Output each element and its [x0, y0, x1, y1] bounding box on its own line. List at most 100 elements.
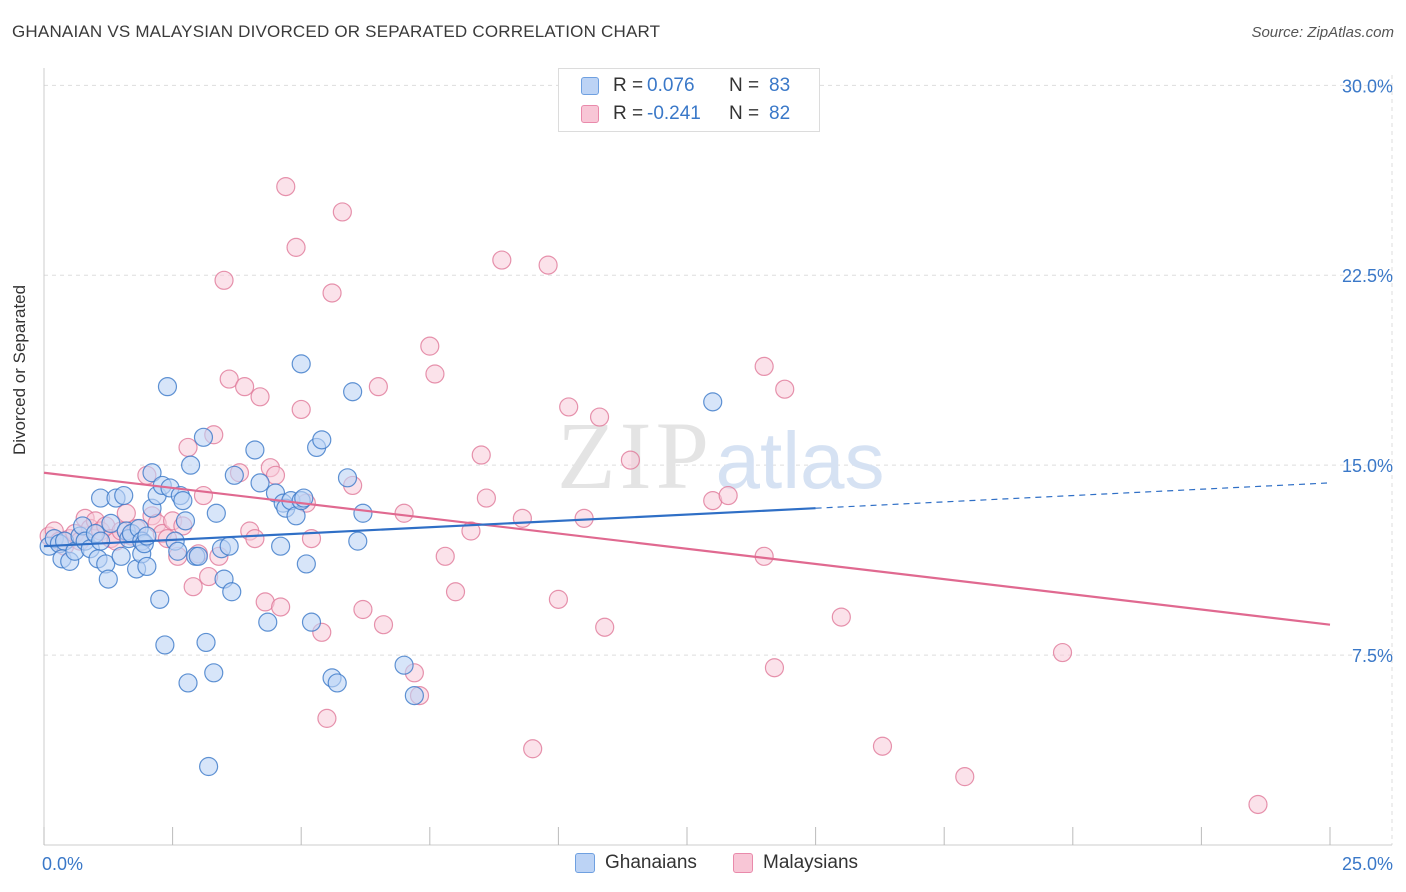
ghanaians-point — [404, 685, 424, 706]
ghanaians-point — [173, 491, 193, 511]
legend-n-label: N = — [729, 75, 760, 96]
malaysians-point — [492, 250, 512, 270]
malaysians-point — [620, 450, 641, 470]
legend: R = 0.076 N = 83 R = -0.241 N = 82 — [558, 68, 820, 132]
malaysians-point — [718, 485, 738, 506]
malaysians-point — [178, 437, 198, 458]
ghanaians-point — [193, 427, 214, 447]
ghanaians-point — [90, 531, 111, 551]
axes — [43, 68, 1392, 846]
ghanaians-point — [114, 485, 134, 506]
malaysians-point — [754, 356, 774, 377]
malaysians-point — [471, 445, 491, 465]
ghanaians-trend-extension — [815, 482, 1331, 509]
legend-swatch-ghanaians — [581, 77, 599, 95]
ghanaians-point — [353, 503, 373, 523]
malaysians-point — [193, 485, 214, 506]
ghanaians-point — [271, 536, 291, 556]
legend-row-ghanaians: R = 0.076 N = 83 — [581, 73, 790, 99]
bottom-legend-label-malaysians: Malaysians — [763, 852, 859, 873]
bottom-legend: Ghanaians Malaysians — [0, 852, 1406, 878]
malaysians-point — [425, 364, 445, 384]
malaysians-point — [219, 369, 239, 389]
ghanaians-point — [337, 468, 358, 488]
malaysians-point — [183, 577, 203, 597]
ghanaians-point — [188, 546, 208, 566]
legend-r-label: R = — [613, 75, 644, 96]
watermark-atlas: atlas — [716, 416, 885, 505]
legend-n-label: N = — [729, 103, 760, 124]
ghanaians-point — [291, 354, 311, 374]
malaysians-point — [445, 582, 466, 602]
malaysians-point — [1052, 642, 1073, 663]
ghanaians-point — [258, 612, 278, 632]
malaysians-point — [831, 607, 851, 627]
ghanaians-point — [98, 569, 118, 589]
malaysians-point — [317, 708, 337, 728]
malaysians-point — [512, 508, 532, 528]
legend-row-malaysians: R = -0.241 N = 82 — [581, 101, 790, 127]
malaysians-point — [286, 237, 306, 257]
malaysians-point — [214, 270, 234, 290]
malaysians-point — [775, 379, 795, 399]
bottom-legend-label-ghanaians: Ghanaians — [605, 852, 697, 873]
ghanaians-point — [168, 541, 188, 561]
y-tick-label: 30.0% — [1342, 76, 1393, 96]
malaysians-point — [235, 377, 255, 397]
x-tick-label: 0.0% — [42, 854, 83, 874]
legend-swatch-malaysians — [581, 105, 599, 123]
malaysians-point — [353, 599, 373, 620]
ghanaians-trend-line — [43, 507, 816, 548]
legend-n-value: 82 — [769, 103, 791, 124]
tick-labels: 7.5% 15.0% 22.5% 30.0% 0.0% 25.0% — [42, 76, 1393, 874]
malaysians-point — [332, 202, 352, 222]
chart-title: GHANAIAN VS MALAYSIAN DIVORCED OR SEPARA… — [12, 22, 661, 41]
legend-r-value: -0.241 — [647, 103, 701, 124]
ghanaians-point — [219, 536, 239, 556]
malaysians-point — [245, 528, 265, 549]
ghanaians-point — [101, 513, 121, 534]
bottom-legend-swatch-malaysians — [733, 853, 753, 873]
malaysians-point — [322, 283, 342, 303]
ghanaians-point — [250, 473, 270, 493]
ghanaians-point — [224, 465, 244, 485]
legend-r-label: R = — [613, 103, 644, 124]
malaysians-point — [955, 767, 975, 787]
ghanaians-point — [343, 382, 363, 402]
malaysians-point — [589, 407, 610, 427]
bottom-legend-swatch-ghanaians — [575, 853, 595, 873]
malaysians-point — [368, 377, 388, 397]
malaysians-point — [548, 589, 569, 609]
ghanaians-point — [199, 756, 219, 777]
malaysians-point — [872, 736, 893, 756]
trend-lines — [43, 471, 1331, 626]
malaysians-point — [559, 397, 579, 417]
malaysians-trend-line — [43, 471, 1331, 626]
ghanaians-point — [111, 546, 131, 566]
malaysians-point — [116, 503, 136, 523]
malaysians-point — [538, 255, 558, 275]
ghanaians-point — [137, 556, 157, 577]
malaysians-point — [435, 546, 455, 566]
ghanaians-point — [150, 589, 170, 609]
source-label: Source: ZipAtlas.com — [1251, 24, 1394, 41]
malaysians-point — [420, 336, 440, 356]
malaysians-point — [1248, 794, 1268, 815]
malaysians-point — [250, 387, 270, 407]
ghanaians-point — [178, 673, 198, 693]
ghanaians-point — [296, 554, 316, 574]
ghanaians-point — [206, 503, 226, 523]
legend-n-value: 83 — [769, 75, 791, 96]
ghanaians-point — [703, 392, 723, 412]
malaysians-point — [276, 177, 296, 197]
ghanaians-point — [245, 440, 265, 460]
ghanaians-point — [312, 430, 332, 450]
ghanaians-point — [181, 455, 201, 475]
x-tick-label: 25.0% — [1342, 854, 1393, 874]
ghanaians-point — [348, 531, 368, 551]
ghanaians-points — [39, 354, 723, 777]
bottom-legend-ghanaians: Ghanaians — [575, 852, 697, 874]
malaysians-point — [271, 597, 291, 617]
y-tick-label: 22.5% — [1342, 266, 1393, 286]
